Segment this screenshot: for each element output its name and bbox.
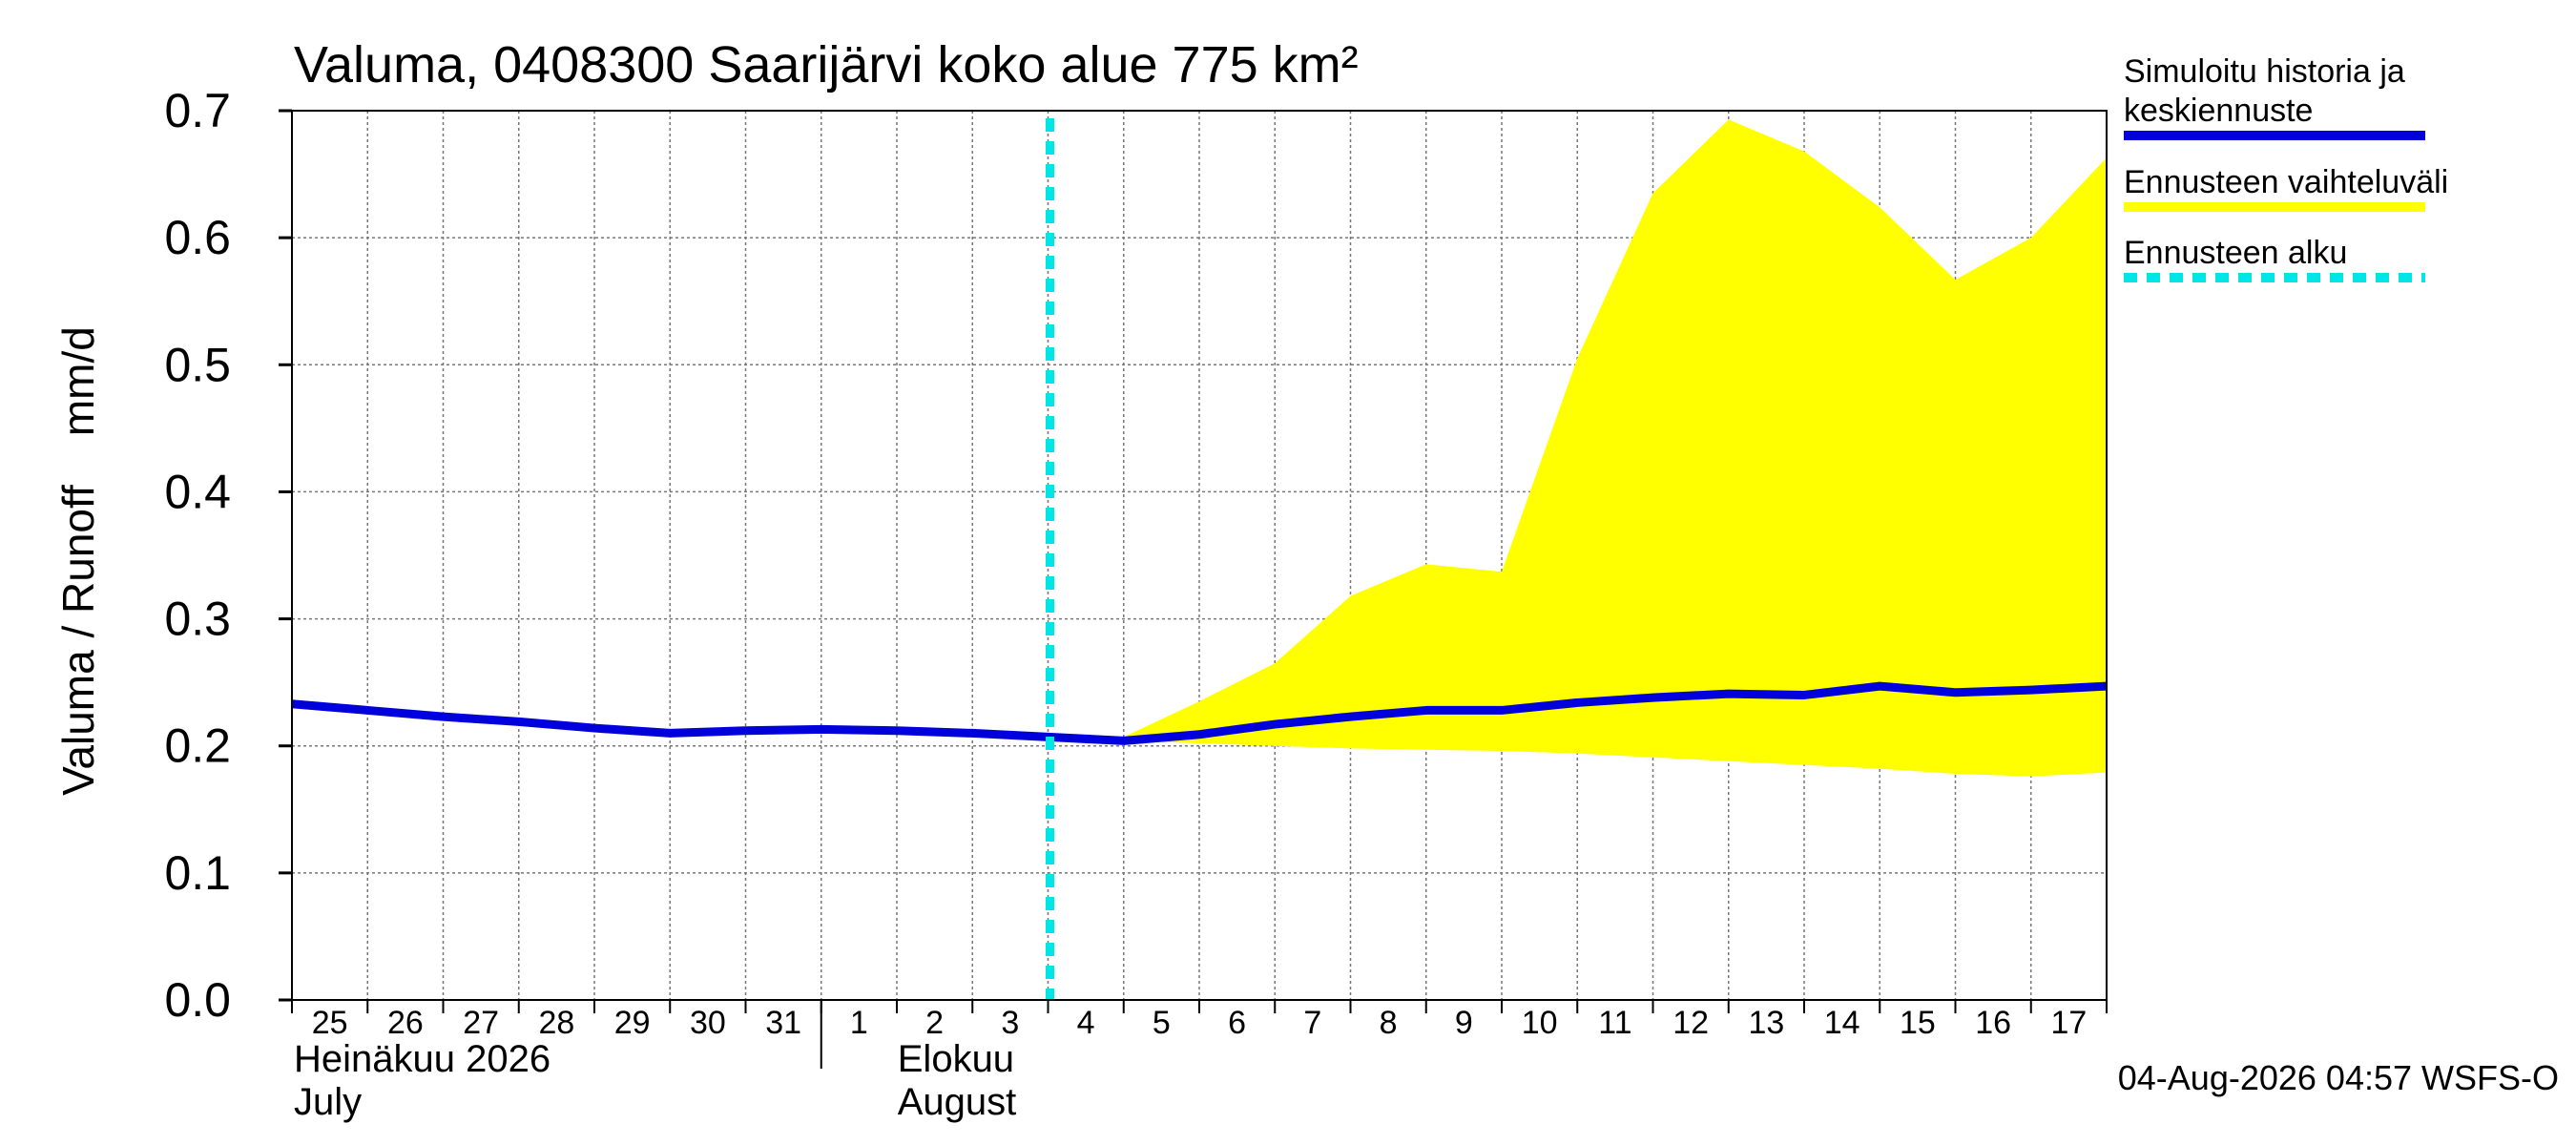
x-tick-label: 9 xyxy=(1455,1005,1473,1041)
x-tick-label: 10 xyxy=(1522,1005,1558,1041)
x-tick-label: 28 xyxy=(538,1005,574,1041)
y-tick-label: 0.1 xyxy=(164,846,231,900)
x-tick-label: 30 xyxy=(690,1005,726,1041)
x-tick-label: 6 xyxy=(1228,1005,1246,1041)
month-label-fi: Elokuu xyxy=(898,1038,1014,1080)
x-tick-label: 11 xyxy=(1598,1005,1631,1041)
history-line xyxy=(291,681,2108,745)
y-tick-label: 0.0 xyxy=(164,973,231,1027)
month-label-en: July xyxy=(294,1081,362,1123)
y-tick-label: 0.7 xyxy=(164,84,231,137)
x-tick-label: 1 xyxy=(850,1005,868,1041)
y-axis-ticks: 0.0 0.1 0.2 0.3 0.4 0.5 0.6 0.7 xyxy=(164,84,292,1027)
x-tick-label: 13 xyxy=(1748,1005,1784,1041)
x-axis-ticks: 25 26 27 28 29 30 31 1 2 3 4 5 6 7 8 9 10 11 12 13 14 15 16 17 xyxy=(291,1000,2108,1041)
x-tick-label: 26 xyxy=(387,1005,424,1041)
y-tick-label: 0.5 xyxy=(164,338,231,391)
x-tick-label: 17 xyxy=(2050,1005,2087,1041)
legend-label: Ennusteen vaihteluväli xyxy=(2124,164,2448,200)
x-tick-label: 16 xyxy=(1975,1005,2011,1041)
x-tick-label: 8 xyxy=(1380,1005,1398,1041)
y-tick-label: 0.3 xyxy=(164,593,231,646)
x-tick-label: 7 xyxy=(1303,1005,1321,1041)
forecast-range-area xyxy=(1123,119,2107,777)
timestamp-label: 04-Aug-2026 04:57 WSFS-O xyxy=(2118,1058,2559,1097)
x-tick-label: 3 xyxy=(1001,1005,1019,1041)
x-tick-label: 29 xyxy=(614,1005,651,1041)
x-tick-label: 5 xyxy=(1153,1005,1171,1041)
x-tick-label: 31 xyxy=(765,1005,801,1041)
x-tick-label: 4 xyxy=(1077,1005,1095,1041)
y-tick-label: 0.6 xyxy=(164,211,231,264)
legend-label: Ennusteen alku xyxy=(2124,235,2347,271)
y-axis-label: Valuma / Runoff mm/d xyxy=(53,326,103,796)
x-tick-label: 2 xyxy=(925,1005,944,1041)
x-tick-label: 14 xyxy=(1824,1005,1860,1041)
forecast-range-band xyxy=(1123,119,2107,777)
month-label-en: August xyxy=(898,1081,1017,1123)
x-tick-label: 15 xyxy=(1900,1005,1936,1041)
x-tick-label: 25 xyxy=(312,1005,348,1041)
x-tick-label: 27 xyxy=(463,1005,499,1041)
y-tick-label: 0.4 xyxy=(164,465,231,518)
history-series-line xyxy=(291,681,2108,745)
x-tick-label: 12 xyxy=(1672,1005,1709,1041)
month-label-fi: Heinäkuu 2026 xyxy=(294,1038,551,1080)
legend-label: Simuloitu historia ja xyxy=(2124,53,2405,90)
chart-title: Valuma, 0408300 Saarijärvi koko alue 775… xyxy=(294,36,1359,94)
y-tick-label: 0.2 xyxy=(164,719,231,773)
legend-label: keskiennuste xyxy=(2124,93,2313,129)
